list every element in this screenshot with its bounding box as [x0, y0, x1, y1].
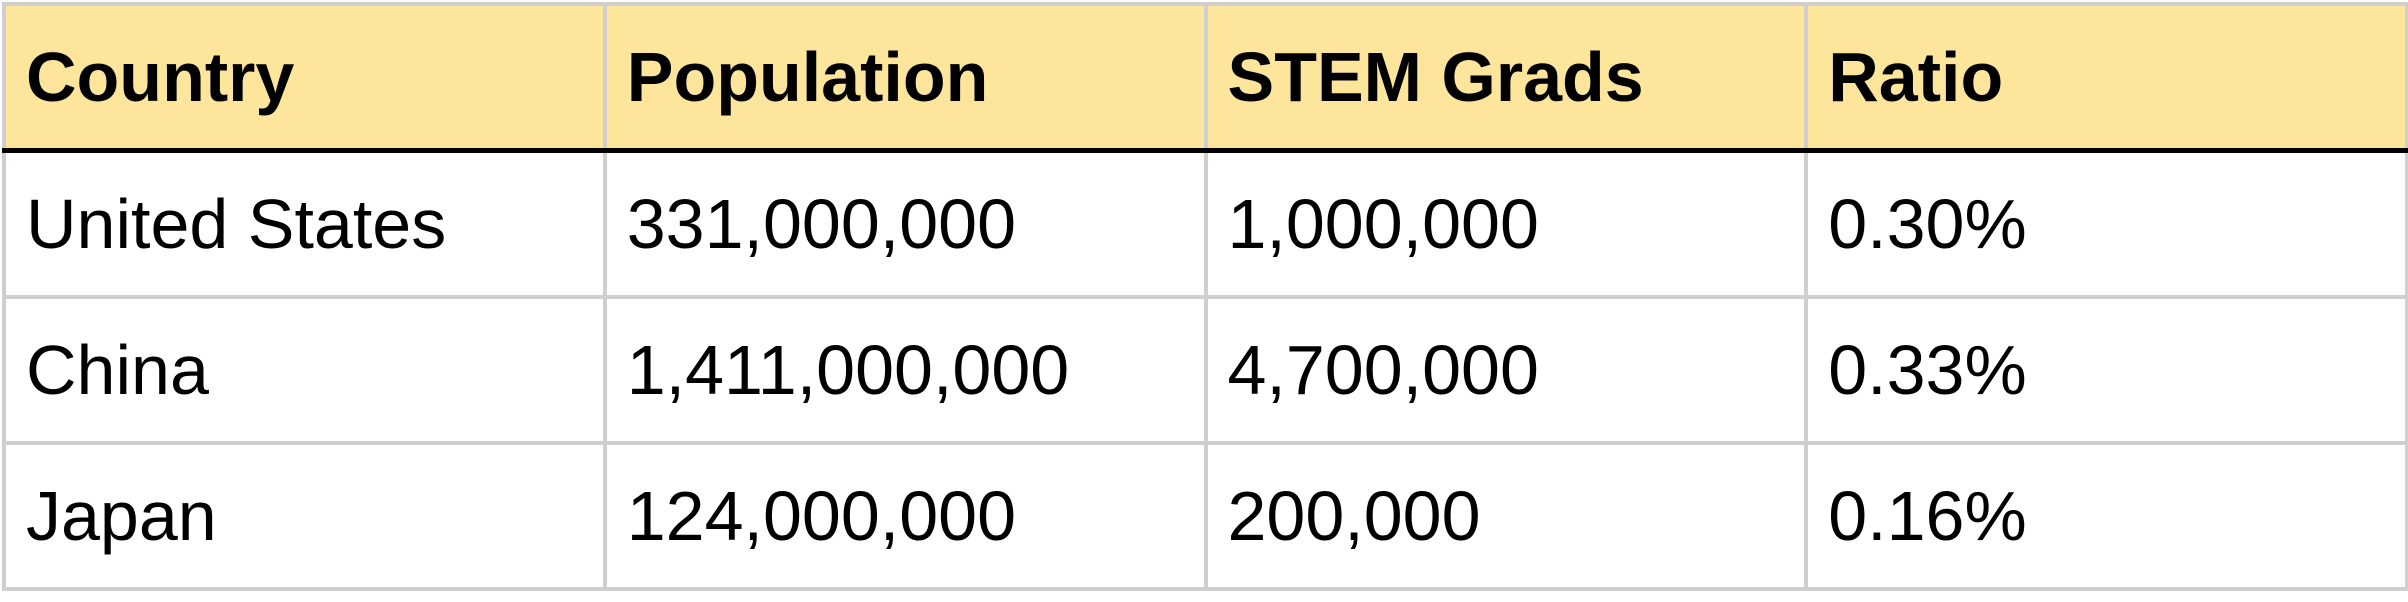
table-cell: United States	[2, 148, 607, 299]
header-cell: STEM Grads	[1203, 2, 1809, 153]
table-cell: 200,000	[1203, 441, 1809, 591]
table-cell: 1,411,000,000	[602, 295, 1208, 445]
table-cell: 0.30%	[1804, 148, 2408, 299]
table-cell: 1,000,000	[1203, 148, 1809, 299]
table-row: Japan 124,000,000 200,000 0.16%	[2, 441, 2408, 591]
table-cell: 4,700,000	[1203, 295, 1809, 445]
header-row: Country Population STEM Grads Ratio	[2, 2, 2408, 153]
header-cell: Ratio	[1804, 2, 2408, 153]
table-row: China 1,411,000,000 4,700,000 0.33%	[2, 295, 2408, 445]
table-row: United States 331,000,000 1,000,000 0.30%	[2, 148, 2408, 299]
header-cell: Population	[602, 2, 1208, 153]
table-cell: 331,000,000	[602, 148, 1208, 299]
data-table: Country Population STEM Grads Ratio United …	[2, 2, 2408, 591]
header-cell: Country	[2, 2, 607, 153]
table-cell: Japan	[2, 441, 607, 591]
table-cell: 0.33%	[1804, 295, 2408, 445]
table-body: United States 331,000,000 1,000,000 0.30% Ch…	[2, 148, 2408, 591]
table-cell: 124,000,000	[602, 441, 1208, 591]
table-cell: 0.16%	[1804, 441, 2408, 591]
table-cell: China	[2, 295, 607, 445]
